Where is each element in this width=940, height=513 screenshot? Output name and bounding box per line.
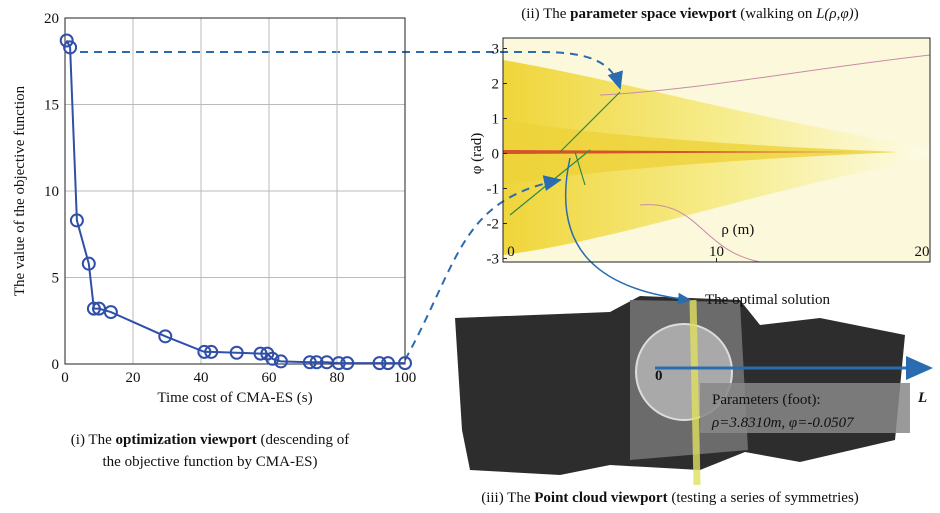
figure: 05101520020406080100Time cost of CMA-ES … bbox=[0, 0, 940, 508]
caption-part: ) bbox=[854, 6, 859, 22]
params-title: Parameters (foot): bbox=[712, 392, 821, 408]
y-axis-label: The value of the objective function bbox=[12, 85, 28, 296]
x-axis-label: ρ (m) bbox=[721, 222, 754, 238]
x-tick-label: 60 bbox=[262, 370, 277, 386]
y-tick-label: 15 bbox=[44, 98, 59, 114]
optimal-label: The optimal solution bbox=[705, 292, 830, 308]
x-tick-label: 40 bbox=[194, 370, 209, 386]
y-tick-label: 2 bbox=[492, 77, 500, 93]
heatmap-background bbox=[503, 38, 930, 262]
y-tick-label: 10 bbox=[44, 184, 59, 200]
params-value: ρ=3.8310m, φ=-0.0507 bbox=[711, 415, 855, 431]
x-tick-label: 0 bbox=[507, 244, 515, 260]
y-axis-label: φ (rad) bbox=[469, 133, 485, 175]
y-tick-label: -2 bbox=[487, 217, 500, 233]
caption-part: (descending of bbox=[257, 432, 349, 448]
x-tick-label: 10 bbox=[709, 244, 724, 260]
axis-label: L bbox=[917, 390, 927, 406]
caption: (i) The optimization viewport (descendin… bbox=[71, 432, 349, 448]
caption: (ii) The parameter space viewport (walki… bbox=[521, 6, 858, 22]
point-cloud bbox=[455, 296, 930, 485]
y-tick-label: 0 bbox=[52, 357, 60, 373]
y-tick-label: 0 bbox=[492, 147, 500, 163]
y-tick-label: 20 bbox=[44, 11, 59, 27]
x-axis-label: Time cost of CMA-ES (s) bbox=[157, 390, 312, 406]
x-tick-label: 20 bbox=[126, 370, 141, 386]
y-tick-label: 3 bbox=[492, 42, 500, 58]
y-tick-label: -1 bbox=[487, 182, 500, 198]
line-series bbox=[67, 40, 405, 363]
caption-part: Point cloud viewport bbox=[534, 490, 667, 506]
y-tick-label: 1 bbox=[492, 112, 500, 128]
caption-part: (walking on bbox=[737, 6, 817, 22]
y-tick-label: -3 bbox=[487, 252, 500, 268]
origin-label: 0 bbox=[655, 368, 663, 384]
caption-part: optimization viewport bbox=[116, 432, 257, 448]
caption: (iii) The Point cloud viewport (testing … bbox=[481, 490, 859, 506]
caption-part: (ii) The bbox=[521, 6, 570, 22]
x-tick-label: 0 bbox=[61, 370, 69, 386]
caption-part: (i) The bbox=[71, 432, 116, 448]
x-tick-label: 20 bbox=[915, 244, 930, 260]
y-tick-label: 5 bbox=[52, 271, 60, 287]
x-tick-label: 80 bbox=[330, 370, 345, 386]
caption-part: L(ρ,φ) bbox=[815, 6, 854, 22]
caption-part: the objective function by CMA-ES) bbox=[103, 454, 318, 470]
x-tick-label: 100 bbox=[394, 370, 417, 386]
caption-part: (iii) The bbox=[481, 490, 534, 506]
caption-part: (testing a series of symmetries) bbox=[668, 490, 859, 506]
caption: the objective function by CMA-ES) bbox=[103, 454, 318, 470]
caption-part: parameter space viewport bbox=[570, 6, 736, 22]
